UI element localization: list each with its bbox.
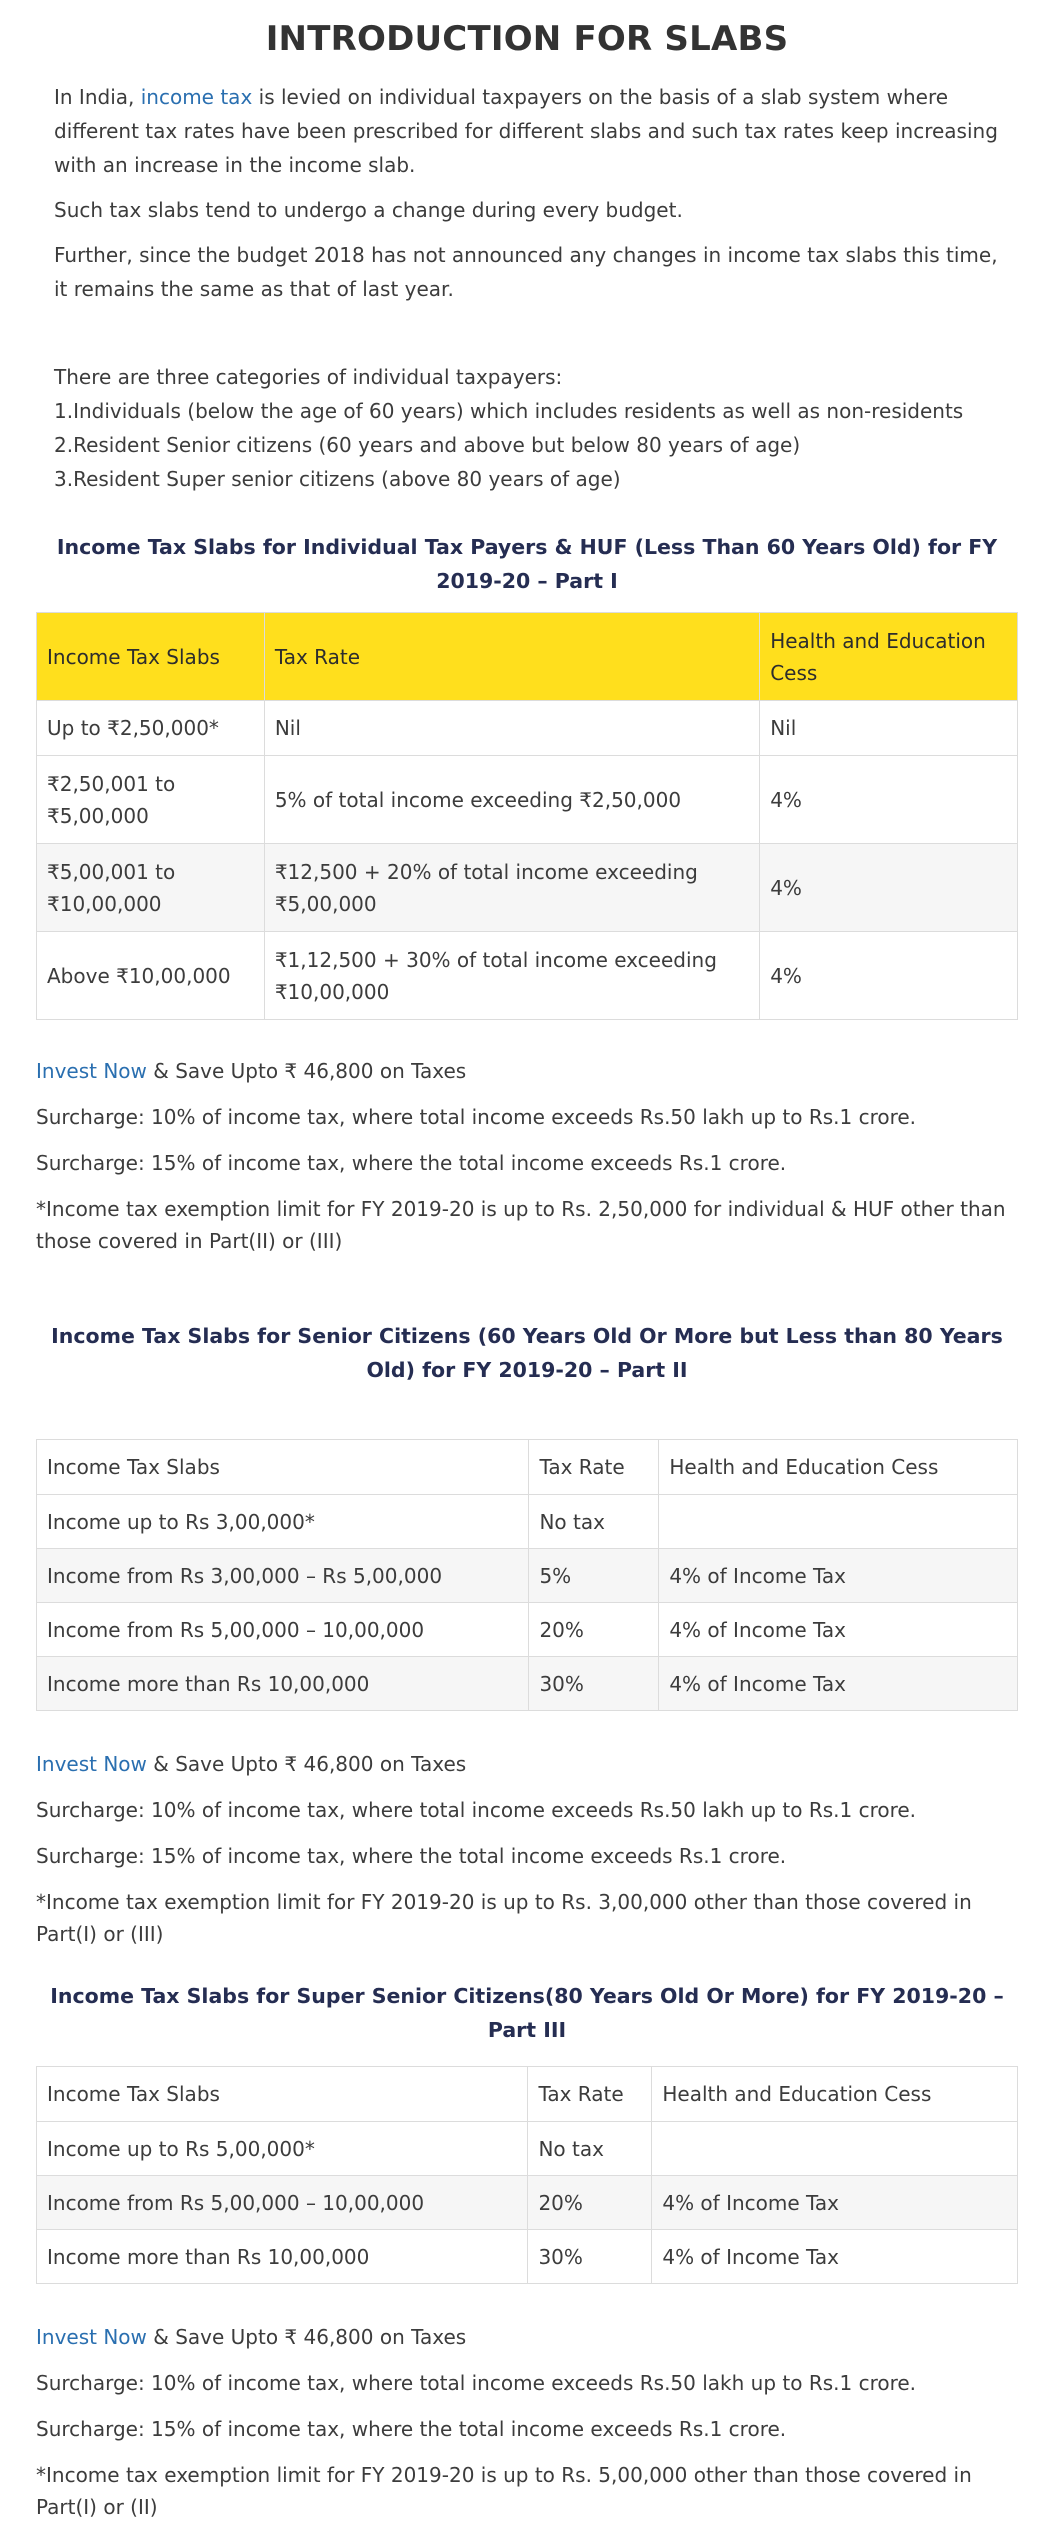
cell-slab: Income more than Rs 10,00,000 (35, 1656, 530, 1711)
table-row: Income from Rs 3,00,000 – Rs 5,00,000 5%… (35, 1548, 1018, 1603)
column-header-slabs: Income Tax Slabs (35, 1439, 530, 1495)
cell-rate: 20% (528, 1602, 660, 1657)
notes-part-3: Invest Now & Save Upto ₹ 46,800 on Taxes… (36, 2321, 1026, 2537)
cell-cess: 4% of Income Tax (651, 2229, 1018, 2284)
table-header-row: Income Tax Slabs Tax Rate Health and Edu… (36, 612, 1018, 701)
cell-slab: ₹5,00,001 to ₹10,00,000 (36, 843, 265, 932)
table-row: Above ₹10,00,000 ₹1,12,500 + 30% of tota… (36, 931, 1018, 1020)
intro-paragraph-3: Further, since the budget 2018 has not a… (54, 243, 998, 301)
cell-rate: ₹1,12,500 + 30% of total income exceedin… (263, 931, 761, 1020)
column-header-rate: Tax Rate (263, 612, 761, 701)
taxpayer-categories: There are three categories of individual… (54, 360, 1014, 496)
intro-text: In India, income tax is levied on indivi… (54, 80, 1014, 317)
invest-now-link[interactable]: Invest Now (36, 2325, 147, 2349)
cell-cess: 4% of Income Tax (658, 1548, 1018, 1603)
table-row: Income more than Rs 10,00,000 30% 4% of … (35, 1656, 1018, 1711)
exemption-note: *Income tax exemption limit for FY 2019-… (36, 2463, 972, 2519)
cell-cess: 4% of Income Tax (658, 1602, 1018, 1657)
slab-table-part-3: Income Tax Slabs Tax Rate Health and Edu… (35, 2066, 1018, 2284)
invest-now-link[interactable]: Invest Now (36, 1059, 147, 1083)
table-row: Income more than Rs 10,00,000 30% 4% of … (35, 2229, 1018, 2284)
invest-text: & Save Upto ₹ 46,800 on Taxes (146, 1059, 467, 1083)
table-header-row: Income Tax Slabs Tax Rate Health and Edu… (35, 1439, 1018, 1495)
table-row: ₹5,00,001 to ₹10,00,000 ₹12,500 + 20% of… (36, 843, 1018, 932)
section-title-part-2: Income Tax Slabs for Senior Citizens (60… (51, 1324, 1003, 1382)
column-header-cess: Health and Education Cess (651, 2066, 1018, 2122)
cell-slab: Income from Rs 3,00,000 – Rs 5,00,000 (35, 1548, 530, 1603)
surcharge-note-1: Surcharge: 10% of income tax, where tota… (36, 1798, 917, 1822)
cell-slab: Above ₹10,00,000 (36, 931, 265, 1020)
cell-cess: 4% (759, 843, 1018, 932)
cell-cess (658, 1494, 1018, 1549)
notes-part-2: Invest Now & Save Upto ₹ 46,800 on Taxes… (36, 1748, 1026, 1964)
column-header-cess: Health and Education Cess (658, 1439, 1018, 1495)
exemption-note: *Income tax exemption limit for FY 2019-… (36, 1890, 972, 1946)
cell-cess: 4% (759, 931, 1018, 1020)
column-header-rate: Tax Rate (527, 2066, 653, 2122)
cell-rate: No tax (528, 1494, 660, 1549)
cell-rate: Nil (263, 700, 761, 756)
surcharge-note-2: Surcharge: 15% of income tax, where the … (36, 1151, 787, 1175)
cell-slab: Up to ₹2,50,000* (36, 700, 265, 756)
cell-slab: Income from Rs 5,00,000 – 10,00,000 (35, 1602, 530, 1657)
table-row: Income up to Rs 5,00,000* No tax (35, 2121, 1018, 2176)
intro-paragraph-1: In India, income tax is levied on indivi… (54, 80, 1014, 182)
invest-text: & Save Upto ₹ 46,800 on Taxes (146, 2325, 467, 2349)
table-row: ₹2,50,001 to ₹5,00,000 5% of total incom… (36, 755, 1018, 844)
cell-cess: Nil (759, 700, 1018, 756)
page-title: INTRODUCTION FOR SLABS (265, 19, 789, 59)
intro-p1-text-start: In India, (54, 85, 141, 109)
category-item-3: 3.Resident Super senior citizens (above … (54, 467, 621, 491)
table-row: Up to ₹2,50,000* Nil Nil (36, 700, 1018, 756)
table-row: Income from Rs 5,00,000 – 10,00,000 20% … (35, 1602, 1018, 1657)
notes-part-1: Invest Now & Save Upto ₹ 46,800 on Taxes… (36, 1055, 1026, 1271)
surcharge-note-1: Surcharge: 10% of income tax, where tota… (36, 1105, 917, 1129)
cell-rate: No tax (527, 2121, 653, 2176)
surcharge-note-2: Surcharge: 15% of income tax, where the … (36, 1844, 787, 1868)
cell-cess: 4% of Income Tax (658, 1656, 1018, 1711)
income-tax-link[interactable]: income tax (140, 85, 253, 109)
intro-paragraph-2: Such tax slabs tend to undergo a change … (54, 198, 683, 222)
intro-p1-text-end: is levied on individual taxpayers on the… (54, 85, 998, 177)
section-title-part-3: Income Tax Slabs for Super Senior Citize… (50, 1984, 1004, 2042)
cell-rate: 5% (528, 1548, 660, 1603)
section-title-part-1: Income Tax Slabs for Individual Tax Paye… (56, 535, 998, 593)
cell-slab: Income more than Rs 10,00,000 (35, 2229, 529, 2284)
cell-slab: Income from Rs 5,00,000 – 10,00,000 (35, 2175, 529, 2230)
surcharge-note-1: Surcharge: 10% of income tax, where tota… (36, 2371, 917, 2395)
cell-rate: 20% (527, 2175, 653, 2230)
cell-rate: 30% (528, 1656, 660, 1711)
table-header-row: Income Tax Slabs Tax Rate Health and Edu… (35, 2066, 1018, 2122)
cell-cess: 4% (759, 755, 1018, 844)
cell-slab: ₹2,50,001 to ₹5,00,000 (36, 755, 265, 844)
invest-line: Invest Now & Save Upto ₹ 46,800 on Taxes (36, 1055, 1026, 1087)
cell-slab: Income up to Rs 5,00,000* (35, 2121, 529, 2176)
column-header-slabs: Income Tax Slabs (36, 612, 265, 701)
invest-line: Invest Now & Save Upto ₹ 46,800 on Taxes (36, 2321, 1026, 2353)
table-row: Income from Rs 5,00,000 – 10,00,000 20% … (35, 2175, 1018, 2230)
column-header-slabs: Income Tax Slabs (35, 2066, 529, 2122)
exemption-note: *Income tax exemption limit for FY 2019-… (36, 1197, 1006, 1253)
slab-table-part-1: Income Tax Slabs Tax Rate Health and Edu… (36, 612, 1018, 1020)
surcharge-note-2: Surcharge: 15% of income tax, where the … (36, 2417, 787, 2441)
column-header-cess: Health and Education Cess (759, 612, 1018, 701)
category-item-1: 1.Individuals (below the age of 60 years… (54, 399, 964, 423)
category-item-2: 2.Resident Senior citizens (60 years and… (54, 433, 801, 457)
cell-cess: 4% of Income Tax (651, 2175, 1018, 2230)
cell-rate: ₹12,500 + 20% of total income exceeding … (263, 843, 761, 932)
invest-text: & Save Upto ₹ 46,800 on Taxes (146, 1752, 467, 1776)
cell-cess (651, 2121, 1018, 2176)
cell-rate: 5% of total income exceeding ₹2,50,000 (263, 755, 761, 844)
invest-line: Invest Now & Save Upto ₹ 46,800 on Taxes (36, 1748, 1026, 1780)
slab-table-part-2: Income Tax Slabs Tax Rate Health and Edu… (35, 1439, 1018, 1711)
invest-now-link[interactable]: Invest Now (36, 1752, 147, 1776)
table-row: Income up to Rs 3,00,000* No tax (35, 1494, 1018, 1549)
column-header-rate: Tax Rate (528, 1439, 660, 1495)
categories-heading: There are three categories of individual… (54, 365, 563, 389)
cell-rate: 30% (527, 2229, 653, 2284)
cell-slab: Income up to Rs 3,00,000* (35, 1494, 530, 1549)
